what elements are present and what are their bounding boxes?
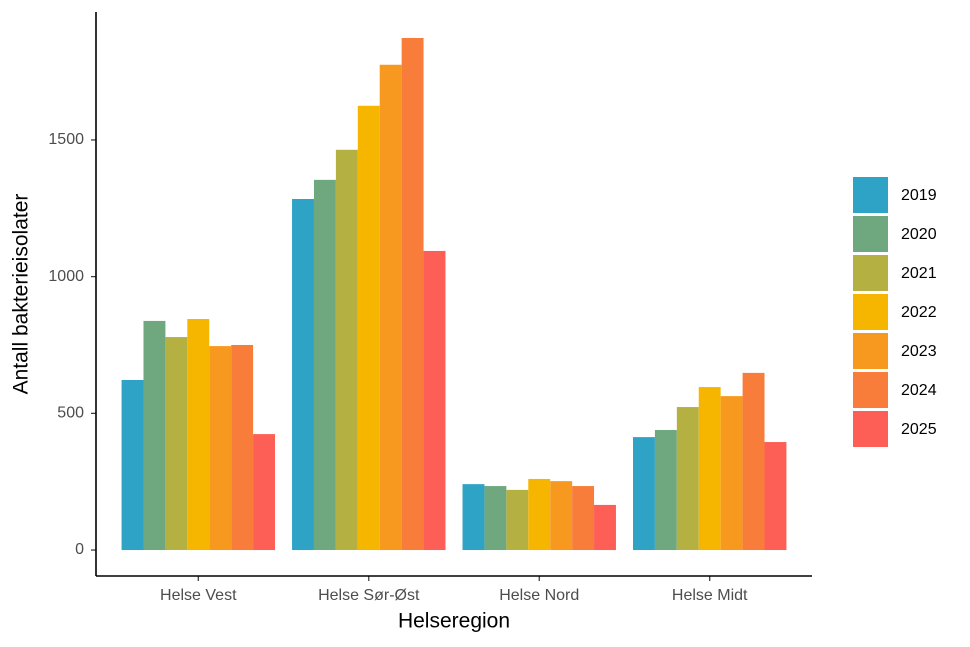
legend-label: 2019 [901, 187, 937, 204]
bar [313, 179, 336, 551]
legend-label: 2025 [901, 421, 937, 438]
bar [143, 320, 166, 551]
bar [187, 319, 210, 551]
y-tick-label: 0 [75, 541, 84, 558]
x-tick-label: Helse Nord [499, 587, 579, 604]
legend-swatch [853, 294, 888, 330]
legend-label: 2020 [901, 226, 937, 243]
bar [165, 337, 188, 551]
bar [528, 478, 551, 551]
legend-swatch [853, 372, 888, 408]
legend-swatch [853, 216, 888, 252]
legend-swatch [853, 177, 888, 213]
bar [253, 434, 275, 551]
legend-label: 2023 [901, 343, 937, 360]
bar [633, 437, 655, 551]
legend-label: 2021 [901, 265, 937, 282]
x-tick-label: Helse Midt [672, 587, 748, 604]
bar [231, 344, 254, 551]
bar [572, 486, 595, 551]
y-tick-label: 1500 [48, 131, 84, 148]
bar [121, 379, 144, 551]
bar [462, 484, 485, 551]
bar [335, 149, 358, 551]
y-tick-label: 1000 [48, 268, 84, 285]
legend-swatch [853, 333, 888, 369]
legend-label: 2024 [901, 382, 937, 399]
bar [654, 430, 677, 551]
y-axis-title: Antall bakterieisolater [10, 194, 33, 395]
bar [594, 504, 616, 551]
bar [423, 250, 446, 551]
bar [292, 198, 314, 551]
bar [379, 64, 402, 551]
bar [506, 489, 529, 551]
bar [357, 105, 380, 551]
bar [401, 37, 424, 551]
legend-swatch [853, 411, 888, 447]
x-tick-label: Helse Vest [160, 587, 237, 604]
bar [209, 346, 232, 551]
bar [484, 486, 507, 551]
bar [742, 372, 765, 551]
x-axis-title: Helseregion [398, 610, 510, 633]
bar [550, 481, 573, 551]
y-tick-label: 500 [57, 405, 84, 422]
legend-swatch [853, 255, 888, 291]
bar [764, 442, 787, 551]
bar [720, 396, 743, 551]
x-tick-label: Helse Sør-Øst [318, 587, 420, 604]
bar [698, 387, 721, 551]
legend-label: 2022 [901, 304, 937, 321]
bar [676, 407, 699, 551]
